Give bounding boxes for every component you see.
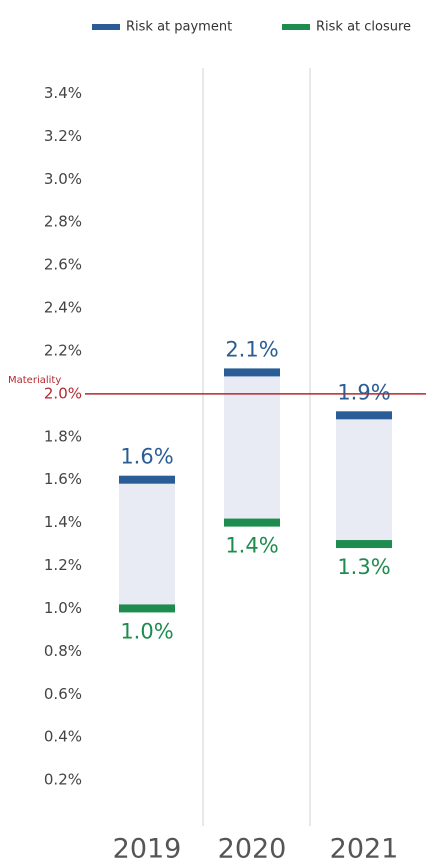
y-tick-label: 3.0% <box>44 170 82 188</box>
range <box>224 372 280 523</box>
x-tick-label: 2019 <box>113 834 182 865</box>
legend-label: Risk at closure <box>316 20 411 35</box>
value-label: 1.0% <box>120 619 173 643</box>
y-tick-label: 0.4% <box>44 728 82 746</box>
y-tick-label: 1.0% <box>44 599 82 617</box>
legend-label: Risk at payment <box>126 20 232 35</box>
y-tick-label: 2.8% <box>44 213 82 231</box>
y-tick-label: 1.6% <box>44 470 82 488</box>
y-tick-label: 1.8% <box>44 427 82 445</box>
y-tick-label: 2.2% <box>44 341 82 359</box>
y-tick-label: 2.6% <box>44 256 82 274</box>
x-tick-label: 2020 <box>218 834 287 865</box>
marker <box>119 475 175 484</box>
y-tick-label: 2.4% <box>44 299 82 317</box>
materiality-label: Materiality <box>8 375 61 386</box>
marker <box>224 518 280 527</box>
x-tick-label: 2021 <box>330 834 399 865</box>
y-tick-label: 3.2% <box>44 127 82 145</box>
y-tick-label: 1.4% <box>44 513 82 531</box>
value-label: 1.3% <box>337 555 390 579</box>
marker <box>336 540 392 549</box>
y-tick-label: 0.6% <box>44 685 82 703</box>
legend-swatch <box>282 24 310 30</box>
legend-swatch <box>92 24 120 30</box>
y-tick-label: 1.2% <box>44 556 82 574</box>
marker <box>336 411 392 420</box>
y-tick-label: 0.2% <box>44 771 82 789</box>
y-tick-label: 2.0% <box>44 384 82 402</box>
range <box>336 415 392 545</box>
value-label: 1.4% <box>225 534 278 558</box>
y-tick-label: 0.8% <box>44 642 82 660</box>
y-tick-label: 3.4% <box>44 84 82 102</box>
value-label: 1.6% <box>120 445 173 469</box>
value-label: 1.9% <box>337 380 390 404</box>
range <box>119 479 175 609</box>
value-label: 2.1% <box>225 337 278 361</box>
marker <box>119 604 175 613</box>
marker <box>224 368 280 377</box>
